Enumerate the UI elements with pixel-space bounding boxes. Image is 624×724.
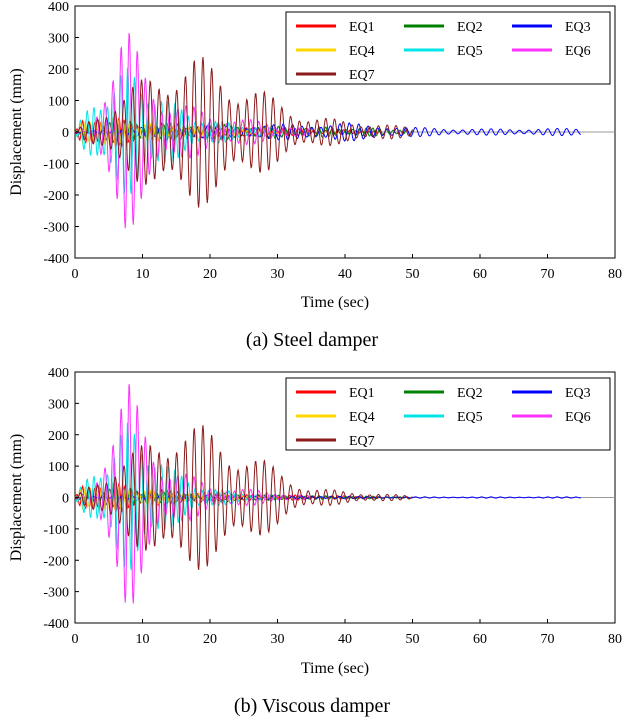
x-tick-label: 50 [406, 267, 420, 282]
x-tick-label: 70 [541, 267, 555, 282]
x-tick-label: 70 [541, 632, 555, 647]
series-group [74, 384, 581, 604]
legend-box [285, 11, 611, 85]
y-tick-label: -100 [43, 523, 69, 538]
legend-label-eq1: EQ1 [349, 20, 375, 35]
legend: EQ1 EQ2 EQ3 EQ4 EQ5 EQ6 EQ7 [285, 377, 611, 451]
legend-label-eq2: EQ2 [457, 386, 483, 401]
y-tick-label: 200 [48, 429, 69, 444]
x-tick-label: 10 [136, 632, 150, 647]
x-tick-label: 60 [473, 267, 487, 282]
y-tick-label: -400 [43, 617, 69, 632]
x-tick-label: 40 [338, 267, 352, 282]
y-tick-label: 300 [48, 397, 69, 412]
x-axis-label: Time (sec) [301, 294, 369, 311]
legend-label-eq4: EQ4 [349, 410, 375, 425]
x-tick-label: 20 [203, 267, 217, 282]
legend-box [285, 377, 611, 451]
y-axis-label: Displacement (mm) [8, 68, 25, 196]
y-tick-label: -400 [43, 252, 69, 267]
y-tick-label: 100 [48, 460, 69, 475]
y-tick-label: 0 [62, 126, 69, 141]
x-tick-label: 30 [271, 632, 285, 647]
legend-label-eq3: EQ3 [565, 20, 591, 35]
legend-label-eq1: EQ1 [349, 386, 375, 401]
x-tick-label: 10 [136, 267, 150, 282]
legend-label-eq7: EQ7 [349, 434, 375, 449]
x-tick-label: 80 [608, 632, 622, 647]
x-tick-label: 40 [338, 632, 352, 647]
x-tick-label: 20 [203, 632, 217, 647]
legend-label-eq7: EQ7 [349, 68, 375, 83]
y-tick-label: -300 [43, 221, 69, 236]
legend: EQ1 EQ2 EQ3 EQ4 EQ5 EQ6 EQ7 [285, 11, 611, 85]
y-tick-label: -200 [43, 189, 69, 204]
y-tick-label: -200 [43, 554, 69, 569]
y-axis-label: Displacement (mm) [8, 434, 25, 562]
series-line-eq7 [74, 425, 413, 570]
x-axis-label: Time (sec) [301, 660, 369, 677]
x-tick-label: 30 [271, 267, 285, 282]
legend-label-eq4: EQ4 [349, 44, 375, 59]
y-tick-label: 200 [48, 63, 69, 78]
y-tick-label: 400 [48, 366, 69, 381]
series-group [74, 33, 582, 229]
legend-label-eq2: EQ2 [457, 20, 483, 35]
chart-caption: (a) Steel damper [246, 329, 378, 351]
legend-label-eq6: EQ6 [565, 410, 591, 425]
y-tick-label: 300 [48, 32, 69, 47]
legend-label-eq6: EQ6 [565, 44, 591, 59]
chart-caption: (b) Viscous damper [234, 695, 391, 717]
x-tick-label: 50 [406, 632, 420, 647]
series-line-eq6 [74, 384, 312, 604]
y-tick-label: 100 [48, 95, 69, 110]
y-tick-label: -100 [43, 158, 69, 173]
x-tick-label: 80 [608, 267, 622, 282]
legend-label-eq5: EQ5 [457, 44, 483, 59]
y-tick-label: 400 [48, 0, 69, 15]
legend-label-eq3: EQ3 [565, 386, 591, 401]
x-tick-label: 0 [72, 267, 79, 282]
y-tick-label: -300 [43, 586, 69, 601]
legend-label-eq5: EQ5 [457, 410, 483, 425]
x-tick-label: 0 [72, 632, 79, 647]
series-line-eq6 [74, 33, 312, 229]
series-line-eq7 [74, 56, 413, 208]
x-tick-label: 60 [473, 632, 487, 647]
y-tick-label: 0 [62, 492, 69, 507]
